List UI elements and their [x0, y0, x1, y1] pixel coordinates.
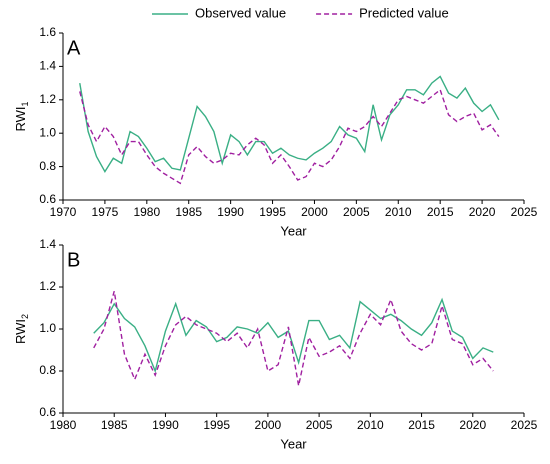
y-tick-label: 0.6 [39, 405, 56, 419]
x-tick-label: 2020 [469, 205, 496, 219]
y-tick-label: 1.4 [39, 59, 56, 73]
x-tick-label: 2005 [343, 205, 370, 219]
series-line [93, 291, 494, 386]
y-tick-label: 1.4 [39, 237, 56, 251]
x-axis-label: Year [280, 223, 307, 238]
legend-label: Observed value [195, 5, 286, 20]
x-tick-label: 1995 [259, 205, 286, 219]
panel-label: B [67, 249, 80, 271]
x-tick-label: 2010 [357, 418, 384, 432]
x-tick-label: 1980 [133, 205, 160, 219]
y-axis-label: RWI2 [13, 314, 30, 344]
y-tick-label: 0.6 [39, 192, 56, 206]
x-tick-label: 1990 [217, 205, 244, 219]
y-tick-label: 1.2 [39, 92, 56, 106]
x-tick-label: 2015 [408, 418, 435, 432]
x-tick-label: 1970 [50, 205, 77, 219]
series-line [93, 297, 494, 374]
x-tick-label: 1980 [50, 418, 77, 432]
x-tick-label: 1995 [203, 418, 230, 432]
y-axis-label-main: RWI [13, 106, 28, 131]
y-tick-label: 1.0 [39, 321, 56, 335]
x-tick-label: 2000 [301, 205, 328, 219]
x-tick-label: 2015 [427, 205, 454, 219]
x-tick-label: 1985 [175, 205, 202, 219]
x-tick-label: 2020 [459, 418, 486, 432]
y-axis-label-sub: 2 [20, 314, 30, 319]
y-tick-label: 1.2 [39, 279, 56, 293]
x-tick-label: 2005 [306, 418, 333, 432]
y-axis-label-main: RWI [13, 319, 28, 344]
y-axis-label: RWI1 [13, 101, 30, 131]
x-tick-label: 2010 [385, 205, 412, 219]
series-line [79, 88, 500, 185]
x-tick-label: 1975 [92, 205, 119, 219]
axis-line [62, 245, 524, 414]
x-tick-label: 2025 [511, 418, 538, 432]
x-tick-label: 2025 [511, 205, 538, 219]
series-line [79, 75, 500, 173]
x-tick-label: 1990 [152, 418, 179, 432]
legend-label: Predicted value [359, 5, 449, 20]
axis-line [62, 33, 524, 201]
x-tick-label: 1985 [101, 418, 128, 432]
y-tick-label: 1.6 [39, 25, 56, 39]
panel-label: A [67, 37, 81, 59]
x-axis-label: Year [280, 436, 307, 451]
y-axis-label-sub: 1 [20, 101, 30, 106]
y-tick-label: 0.8 [39, 363, 56, 377]
x-tick-label: 2000 [255, 418, 282, 432]
y-tick-label: 1.0 [39, 125, 56, 139]
y-tick-label: 0.8 [39, 159, 56, 173]
